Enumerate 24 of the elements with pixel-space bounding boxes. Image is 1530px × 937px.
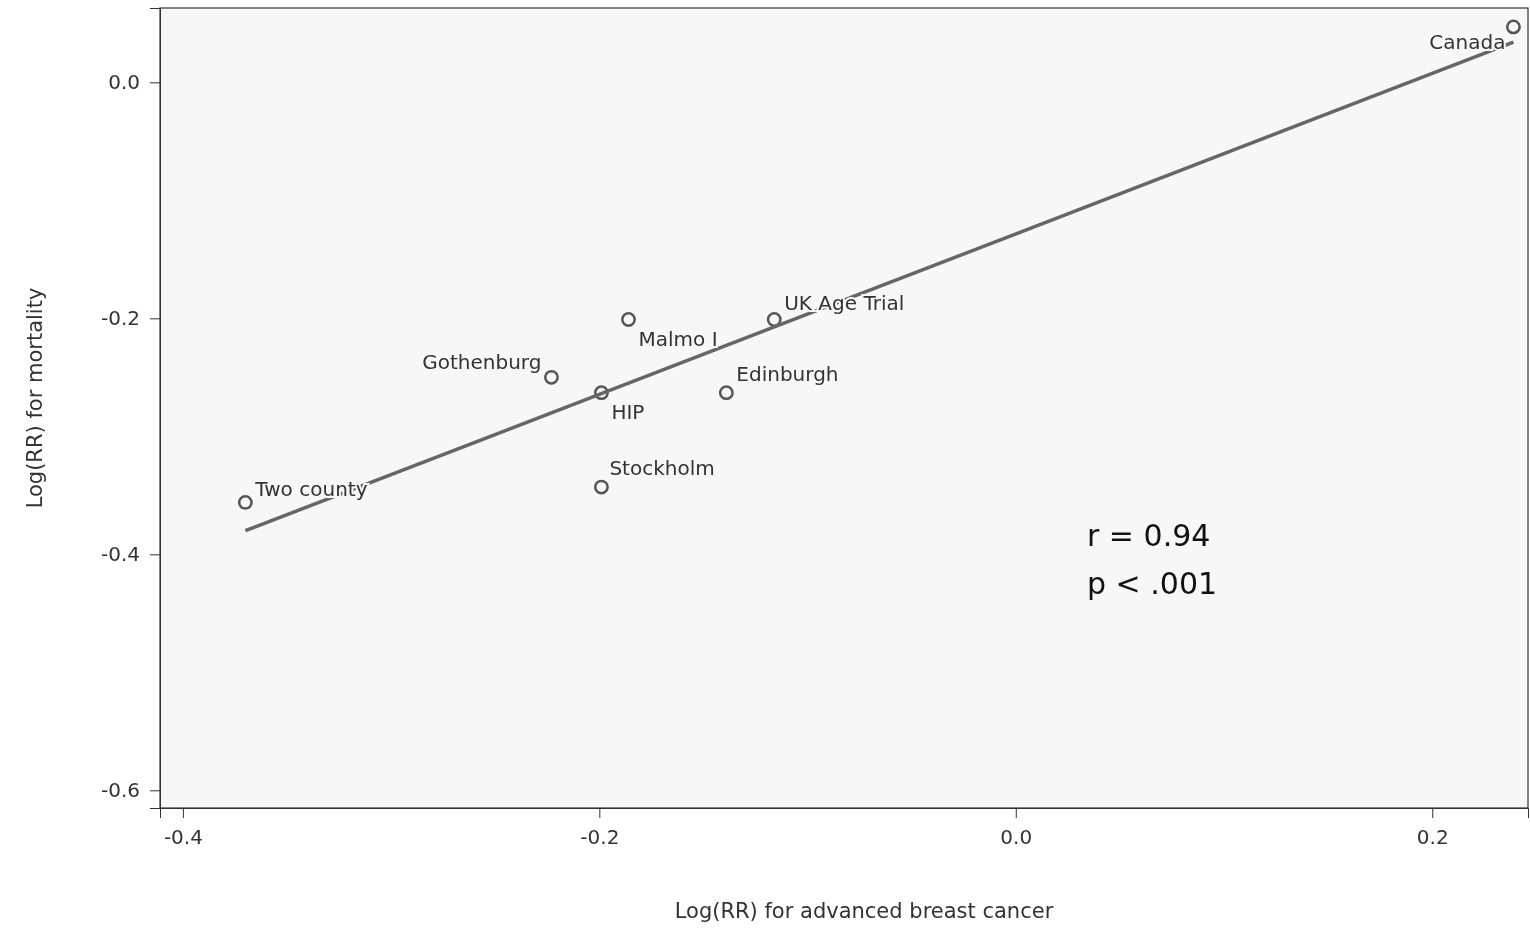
- x-tick-label: 0.2: [1416, 825, 1449, 850]
- annotation: Stockholm: [609, 456, 715, 481]
- annotation: r = 0.94: [1087, 518, 1211, 553]
- y-axis-title: Log(RR) for mortality: [23, 287, 47, 509]
- point: [718, 385, 734, 401]
- y-tick-label: -0.6: [100, 778, 140, 803]
- point: [237, 494, 253, 510]
- x-tick-label: 0.0: [1000, 825, 1033, 850]
- point: [544, 369, 559, 385]
- annotation: p < .001: [1087, 566, 1218, 601]
- point: [1505, 19, 1521, 35]
- y-tick-label: 0.0: [108, 70, 140, 95]
- annotation: Malmo I: [638, 326, 718, 351]
- y-tick-label: -0.4: [100, 542, 140, 567]
- x-axis-title: Log(RR) for advanced breast cancer: [674, 899, 1054, 923]
- y-tick-label: -0.2: [100, 306, 140, 331]
- annotation: HIP: [611, 399, 645, 424]
- x-tick-label: -0.4: [163, 825, 203, 850]
- annotation: Canada: [1429, 29, 1506, 54]
- annotation: Edinburgh: [736, 361, 839, 386]
- point: [621, 312, 636, 327]
- annotation: Gothenburg: [422, 350, 542, 375]
- x-tick-label: -0.2: [580, 825, 620, 850]
- point: [593, 479, 609, 495]
